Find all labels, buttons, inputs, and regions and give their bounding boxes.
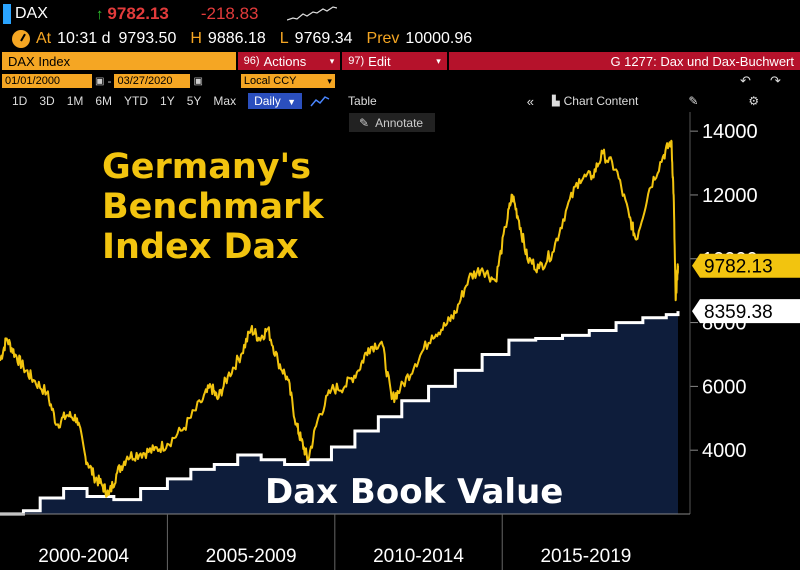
prev-label: Prev	[366, 30, 400, 47]
book-value-line	[0, 311, 680, 516]
period-buttons: 1D 3D 1M 6M YTD 1Y 5Y Max	[6, 94, 242, 108]
period-button-1d[interactable]: 1D	[12, 94, 28, 108]
book-last-value-text: 8359.38	[704, 302, 773, 323]
x-tick-label: 2005-2009	[206, 546, 297, 567]
chart-title-field: G 1277: Dax und Dax-Buchwert	[448, 52, 800, 70]
quote-header: DAX ↑ 9782.13 -218.83	[0, 0, 800, 28]
book-value-label: Dax Book Value	[265, 472, 563, 512]
security-field[interactable]: DAX Index	[2, 52, 236, 70]
y-tick-label: 12000	[702, 185, 758, 207]
edit-label: Edit	[368, 53, 391, 69]
settings-icon[interactable]: ⚙	[748, 94, 760, 108]
dax-last-value: 9782.13	[692, 253, 800, 278]
high-label: H	[190, 30, 202, 47]
y-tick-label: 6000	[702, 376, 747, 398]
up-arrow-icon: ↑	[95, 5, 104, 23]
dropdown-arrow-icon: ▾	[327, 75, 332, 86]
actions-label: Actions	[263, 53, 307, 69]
start-date-input[interactable]: 01/01/2000	[2, 74, 92, 88]
last-price: 9782.13	[107, 4, 169, 23]
dax-line	[0, 139, 679, 498]
annotate-button[interactable]: ✎ Annotate	[349, 113, 435, 132]
period-button-3d[interactable]: 3D	[39, 94, 55, 108]
period-bar: 1D 3D 1M 6M YTD 1Y 5Y Max Daily ▼ Table « ▙ Cha…	[0, 91, 800, 111]
date-separator: -	[107, 74, 112, 88]
period-button-ytd[interactable]: YTD	[124, 94, 149, 108]
annotate-pencil-icon: ✎	[359, 115, 370, 130]
dax-last-value-text: 9782.13	[704, 257, 773, 278]
period-button-max[interactable]: Max	[213, 94, 237, 108]
at-value: 9793.50	[118, 30, 177, 47]
end-date-input[interactable]: 03/27/2020	[114, 74, 191, 88]
chart-title-line: Benchmark	[102, 187, 324, 227]
edit-number: 97)	[348, 55, 365, 67]
at-label: At	[36, 30, 52, 47]
high-value: 9886.18	[207, 30, 266, 47]
book-value-area	[0, 311, 678, 514]
low-label: L	[279, 30, 289, 47]
x-tick-label: 2015-2019	[540, 546, 631, 567]
period-button-5y[interactable]: 5Y	[186, 94, 202, 108]
frequency-select[interactable]: Daily ▼	[248, 93, 303, 109]
chart-content-button[interactable]: Chart Content	[563, 94, 639, 108]
table-button[interactable]: Table	[348, 94, 377, 108]
x-tick-label: 2010-2014	[373, 546, 464, 567]
currency-select[interactable]: Local CCY ▾	[240, 74, 335, 88]
undo-icon[interactable]: ↶	[740, 73, 751, 88]
sparkline-icon	[286, 6, 337, 21]
ticker-marker	[3, 4, 11, 24]
price-change: -218.83	[200, 4, 259, 23]
x-tick-label: 2000-2004	[38, 546, 129, 567]
edit-pencil-icon[interactable]: ✎	[688, 94, 699, 108]
y-tick-label: 14000	[702, 121, 758, 143]
command-bar: DAX Index 96) Actions ▾ 97) Edit ▾ G 127…	[0, 51, 800, 71]
quote-stats: At 10:31 d 9793.50 H 9886.18 L 9769.34 P…	[0, 28, 800, 50]
low-value: 9769.34	[294, 30, 353, 47]
redo-icon[interactable]: ↷	[770, 73, 781, 88]
chart-title-line: Germany's	[102, 147, 311, 187]
actions-menu[interactable]: 96) Actions ▾	[237, 52, 341, 70]
calendar-icon[interactable]: ▣	[95, 75, 105, 87]
annotate-label: Annotate	[375, 115, 424, 130]
chart-title-line: Index Dax	[102, 227, 299, 267]
dropdown-arrow-icon: ▼	[287, 97, 297, 107]
ticker-symbol[interactable]: DAX	[15, 5, 48, 22]
line-chart-icon[interactable]	[310, 94, 330, 108]
collapse-icon[interactable]: «	[526, 93, 534, 109]
actions-number: 96)	[243, 55, 260, 67]
period-button-6m[interactable]: 6M	[95, 94, 113, 108]
dax-last-value-box	[692, 253, 800, 278]
y-tick-label: 4000	[702, 440, 747, 462]
plot-area	[0, 139, 680, 516]
book-last-value: 8359.38	[692, 299, 800, 324]
price-chart: 400060008000100001200014000 2000-2004200…	[0, 112, 800, 570]
dropdown-arrow-icon: ▾	[329, 55, 335, 66]
chart-content-icon: ▙	[551, 95, 560, 107]
quote-time: 10:31 d	[57, 30, 111, 47]
period-button-1y[interactable]: 1Y	[160, 94, 175, 108]
date-range-bar: 01/01/2000 ▣ - 03/27/2020 ▣ Local CCY ▾	[0, 72, 800, 90]
chart-title-text: G 1277: Dax und Dax-Buchwert	[610, 53, 794, 69]
edit-menu[interactable]: 97) Edit ▾	[342, 52, 447, 70]
prev-value: 10000.96	[405, 30, 473, 47]
book-last-value-box	[692, 299, 800, 324]
period-button-1m[interactable]: 1M	[66, 94, 84, 108]
currency-value: Local CCY	[243, 75, 297, 87]
x-axis: 2000-2004 2005-2009 2010-2014 2015-2019	[0, 513, 690, 570]
calendar-icon[interactable]: ▣	[193, 75, 203, 87]
dropdown-arrow-icon: ▾	[436, 55, 441, 66]
gauge-icon[interactable]	[12, 30, 30, 48]
frequency-value: Daily	[254, 94, 281, 108]
